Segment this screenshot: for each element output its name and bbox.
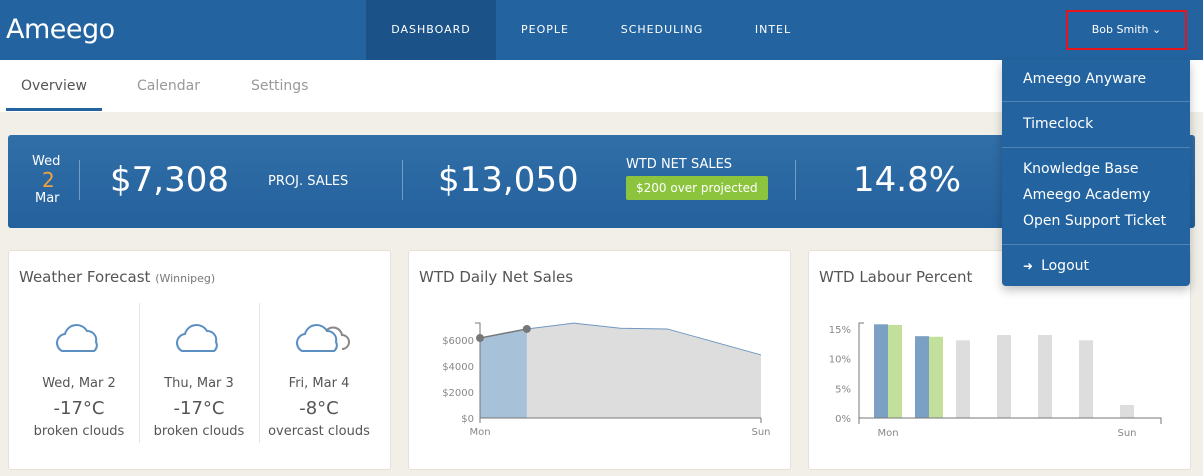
labour-chart-title: WTD Labour Percent <box>819 268 973 286</box>
x-tick-label: Mon <box>469 427 490 438</box>
forecast-day: Fri, Mar 4 -8°C overcast clouds <box>259 303 379 453</box>
logout-icon: ➜ <box>1023 259 1034 273</box>
divider <box>139 303 140 443</box>
divider <box>259 303 260 443</box>
x-tick-label: Sun <box>751 427 770 438</box>
tab-calendar[interactable]: Calendar <box>137 78 200 94</box>
wtd-sales-value: $13,050 <box>438 160 579 200</box>
forecast-date: Thu, Mar 3 <box>164 376 234 391</box>
labour-chart: 0% 5% 10% 15% Mon Sun <box>829 322 1162 439</box>
y-tick-label: $6000 <box>442 336 474 347</box>
weather-title-text: Weather Forecast <box>19 268 151 286</box>
labour-bar <box>997 334 1011 418</box>
actual-sales-point <box>522 324 531 333</box>
labour-bar <box>1120 404 1134 418</box>
user-dropdown-menu: Ameego Anyware Timeclock Knowledge Base … <box>1002 60 1190 286</box>
weather-location: (Winnipeg) <box>155 272 216 285</box>
overcast-cloud-icon <box>296 324 350 352</box>
forecast-day: Wed, Mar 2 -17°C broken clouds <box>19 303 139 453</box>
labour-bar <box>1079 340 1093 418</box>
labour-chart-card: WTD Labour Percent 0% 5% 10% 15% Mon Sun <box>808 250 1191 470</box>
menu-item-knowledge-base[interactable]: Knowledge Base <box>1023 161 1139 177</box>
banner-date: 2 <box>42 168 55 192</box>
banner-day: Wed <box>32 154 61 169</box>
active-tab-indicator <box>6 108 102 111</box>
forecast-condition: broken clouds <box>33 424 125 439</box>
nav-people[interactable]: PEOPLE <box>521 23 569 36</box>
divider <box>1002 101 1190 102</box>
x-tick-label: Mon <box>877 428 898 439</box>
y-tick-label: $0 <box>461 414 474 425</box>
logo[interactable]: Ameego <box>6 14 115 45</box>
y-tick-label: 5% <box>835 384 851 395</box>
forecast-temp: -17°C <box>173 398 225 419</box>
labour-bar <box>929 336 943 418</box>
sales-chart-title: WTD Daily Net Sales <box>419 268 574 286</box>
axis <box>475 322 762 423</box>
y-tick-label: 10% <box>829 355 851 366</box>
x-tick-label: Sun <box>1117 428 1136 439</box>
cloud-icon <box>176 324 218 352</box>
top-header: Ameego DASHBOARD PEOPLE SCHEDULING INTEL… <box>0 0 1203 60</box>
actual-sales-area <box>480 328 527 418</box>
divider <box>402 160 403 200</box>
over-projected-badge: $200 over projected <box>626 176 768 200</box>
menu-item-timeclock[interactable]: Timeclock <box>1023 116 1094 132</box>
labour-bar <box>915 336 929 418</box>
sales-chart: $0 $2000 $4000 $6000 Mon Sun <box>442 322 771 438</box>
banner-month: Mar <box>35 191 60 206</box>
proj-sales-label: PROJ. SALES <box>268 174 349 189</box>
forecast-temp: -8°C <box>299 398 339 419</box>
labour-percent-value: 14.8% <box>853 160 962 200</box>
weather-title: Weather Forecast (Winnipeg) <box>19 268 215 286</box>
labour-bar <box>874 324 888 418</box>
menu-item-ameego-anyware[interactable]: Ameego Anyware <box>1023 71 1147 87</box>
wtd-sales-label: WTD NET SALES <box>626 157 733 172</box>
labour-bar <box>956 340 970 418</box>
projected-sales-area <box>480 323 761 418</box>
divider <box>1002 244 1190 245</box>
logout-label: Logout <box>1041 258 1089 274</box>
forecast-date: Wed, Mar 2 <box>42 376 116 391</box>
sales-chart-card: WTD Daily Net Sales $0 $2000 $4000 $6000 Mon… <box>408 250 791 470</box>
tab-settings[interactable]: Settings <box>251 78 309 94</box>
axis <box>858 322 1162 424</box>
nav-scheduling[interactable]: SCHEDULING <box>620 23 704 36</box>
y-tick-label: 0% <box>835 414 851 425</box>
forecast-date: Fri, Mar 4 <box>288 376 350 391</box>
menu-item-ameego-academy[interactable]: Ameego Academy <box>1023 187 1151 203</box>
weather-card: Weather Forecast (Winnipeg) Wed, Mar 2 -… <box>8 250 391 470</box>
labour-bar <box>888 324 902 418</box>
forecast-condition: overcast clouds <box>268 424 370 439</box>
forecast-day: Thu, Mar 3 -17°C broken clouds <box>139 303 259 453</box>
menu-item-logout[interactable]: ➜ Logout <box>1023 258 1089 274</box>
tab-overview[interactable]: Overview <box>21 78 87 94</box>
y-tick-label: 15% <box>829 325 851 336</box>
proj-sales-value: $7,308 <box>110 160 229 200</box>
y-tick-label: $2000 <box>442 388 474 399</box>
forecast-condition: broken clouds <box>153 424 245 439</box>
forecast-temp: -17°C <box>53 398 105 419</box>
nav-intel[interactable]: INTEL <box>754 23 792 36</box>
divider <box>1002 147 1190 148</box>
divider <box>795 160 796 200</box>
menu-item-open-support-ticket[interactable]: Open Support Ticket <box>1023 213 1167 229</box>
y-tick-label: $4000 <box>442 362 474 373</box>
divider <box>79 160 80 200</box>
summary-banner: Wed 2 Mar $7,308 PROJ. SALES $13,050 WTD… <box>8 135 1195 228</box>
nav-dashboard[interactable]: DASHBOARD <box>366 0 496 60</box>
cloud-icon <box>56 324 98 352</box>
labour-bar <box>1038 334 1052 418</box>
actual-sales-line <box>479 328 527 339</box>
user-menu-button[interactable]: Bob Smith ⌄ <box>1066 10 1187 50</box>
